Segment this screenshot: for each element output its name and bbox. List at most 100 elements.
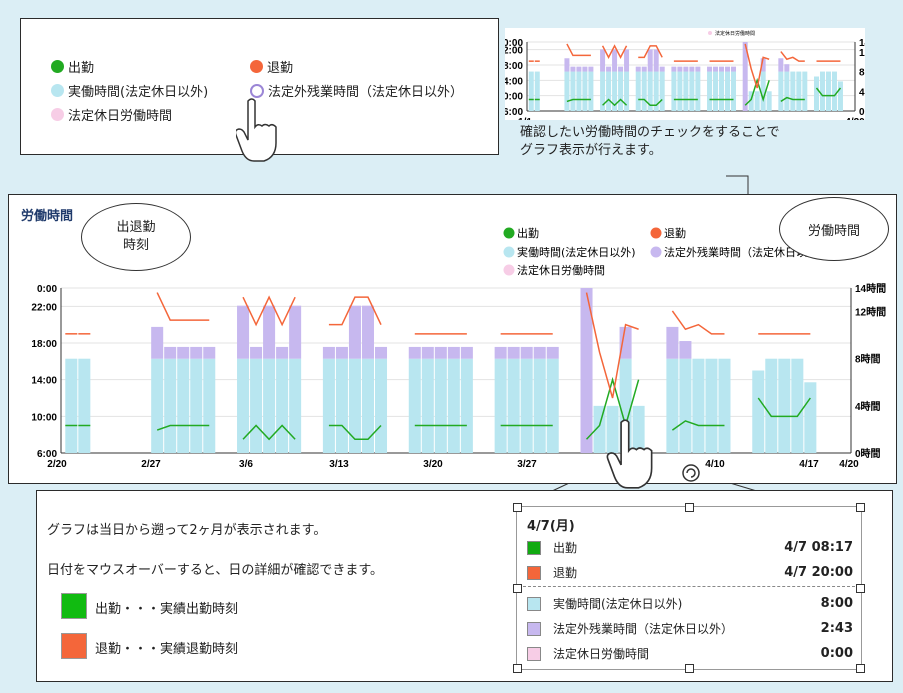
bar-jitsudou — [177, 358, 190, 453]
detail-row: 法定休日労働時間 0:00 — [527, 645, 853, 662]
bar-jitsudou — [677, 71, 683, 111]
line-taikin — [242, 295, 296, 327]
bar-jitsudou — [778, 358, 791, 453]
legend-shukkin[interactable]: 出勤 — [51, 57, 94, 76]
bar-zangyou — [619, 326, 632, 359]
pink-dot-icon — [51, 108, 64, 121]
left-tick-label: 18:00 — [505, 61, 523, 72]
right-tick-label: 0時間 — [855, 447, 881, 460]
hand-pointer-icon — [236, 98, 277, 162]
bar-jitsudou — [666, 358, 679, 453]
bar-jitsudou — [819, 71, 825, 111]
line-taikin — [638, 45, 663, 59]
bar-jitsudou — [408, 358, 421, 453]
bar-zangyou — [533, 346, 546, 359]
resize-handle[interactable] — [856, 664, 865, 673]
left-tick-label: 0:00 — [505, 38, 523, 49]
bar-zangyou — [760, 58, 766, 72]
bar-jitsudou — [421, 358, 434, 453]
right-tick-label: 0時間 — [859, 105, 865, 118]
bar-jitsudou — [624, 71, 630, 111]
resize-handle[interactable] — [685, 503, 694, 512]
resize-handle[interactable] — [685, 664, 694, 673]
legend-label: 法定休日労働時間 — [517, 263, 605, 277]
right-tick-label: 12時間 — [859, 46, 865, 59]
bar-zangyou — [177, 346, 190, 359]
bar-zangyou — [263, 305, 276, 359]
bar-jitsudou — [348, 358, 361, 453]
bar-jitsudou — [237, 358, 250, 453]
bar-jitsudou — [528, 71, 534, 111]
bar-jitsudou — [612, 71, 618, 111]
bar-jitsudou — [289, 358, 302, 453]
left-tick-label: 6:00 — [505, 107, 523, 118]
bar-jitsudou — [276, 358, 289, 453]
resize-handle[interactable] — [513, 584, 522, 593]
bar-jitsudou — [434, 358, 447, 453]
bar-zangyou — [624, 49, 630, 72]
resize-handle[interactable] — [856, 584, 865, 593]
bar-zangyou — [576, 66, 582, 72]
bar-zangyou — [276, 346, 289, 359]
chart-title: 労働時間 — [21, 209, 74, 224]
left-tick-label: 22:00 — [505, 46, 523, 57]
legend-label: 実働時間(法定休日以外) — [68, 85, 209, 100]
bar-jitsudou — [679, 358, 692, 453]
bar-zangyou — [289, 305, 302, 359]
bar-jitsudou — [765, 358, 778, 453]
bar-zangyou — [520, 346, 533, 359]
bar-zangyou — [618, 66, 624, 72]
legend-zangyou[interactable]: 法定外残業時間（法定休日以外） — [250, 81, 463, 100]
x-tick-label: 4/10 — [705, 459, 725, 470]
x-tick-label: 4/17 — [799, 459, 819, 470]
main-chart-panel: 労働時間 0:00 22:00 18:00 14:00 10:00 6:00 14時間 12時… — [8, 194, 897, 484]
resize-handle[interactable] — [513, 664, 522, 673]
bar-zangyou — [671, 66, 677, 72]
bar-jitsudou — [814, 76, 819, 111]
resize-handle[interactable] — [856, 503, 865, 512]
bar-jitsudou — [576, 71, 582, 111]
line-shukkin — [242, 424, 296, 441]
bar-zangyou — [237, 305, 250, 359]
legend-taikin[interactable]: 退勤 — [250, 57, 293, 76]
key-text: 退勤・・・実績退勤時刻 — [95, 642, 239, 657]
line-shukkin — [328, 424, 382, 440]
bar-jitsudou — [322, 358, 335, 453]
bar-zangyou — [447, 346, 460, 359]
legend-jitsudou[interactable]: 実働時間(法定休日以外) — [51, 81, 208, 100]
legend-kyujitsu[interactable]: 法定休日労働時間 — [51, 105, 172, 124]
bar-jitsudou — [374, 358, 388, 453]
bar-zangyou — [322, 346, 335, 359]
unchecked-ring-icon — [250, 83, 264, 98]
line-taikin — [156, 292, 210, 321]
line-shukkin — [566, 98, 591, 103]
bar-zangyou — [570, 66, 576, 72]
bar-zangyou — [460, 346, 473, 359]
top-caption: 確認したい労働時間のチェックをすることで グラフ表示が行えます。 — [520, 124, 780, 160]
caption-line: グラフ表示が行えます。 — [520, 143, 662, 158]
bar-jitsudou — [713, 71, 719, 111]
bar-zangyou — [190, 346, 203, 359]
bar-zangyou — [600, 49, 606, 72]
bar-zangyou — [641, 66, 647, 72]
bar-jitsudou — [635, 71, 641, 111]
right-tick-label: 14時間 — [859, 36, 865, 49]
line-taikin — [328, 296, 382, 326]
bar-jitsudou — [825, 71, 831, 111]
bar-zangyou — [689, 66, 695, 72]
legend-dot-icon — [650, 227, 662, 239]
line-taikin — [585, 292, 639, 399]
rotate-icon[interactable] — [680, 462, 702, 484]
line-shukkin — [585, 376, 640, 440]
detail-value: 4/7 08:17 — [784, 540, 853, 555]
legend-dot-icon — [503, 246, 515, 258]
bar-zangyou — [434, 346, 447, 359]
bar-jitsudou — [784, 71, 790, 111]
resize-handle[interactable] — [513, 503, 522, 512]
bar-zangyou — [582, 66, 588, 72]
detail-row: 法定外残業時間（法定休日以外） 2:43 — [527, 620, 853, 637]
bar-jitsudou — [791, 358, 804, 453]
line-taikin — [780, 51, 805, 62]
right-tick-label: 12時間 — [855, 306, 886, 319]
